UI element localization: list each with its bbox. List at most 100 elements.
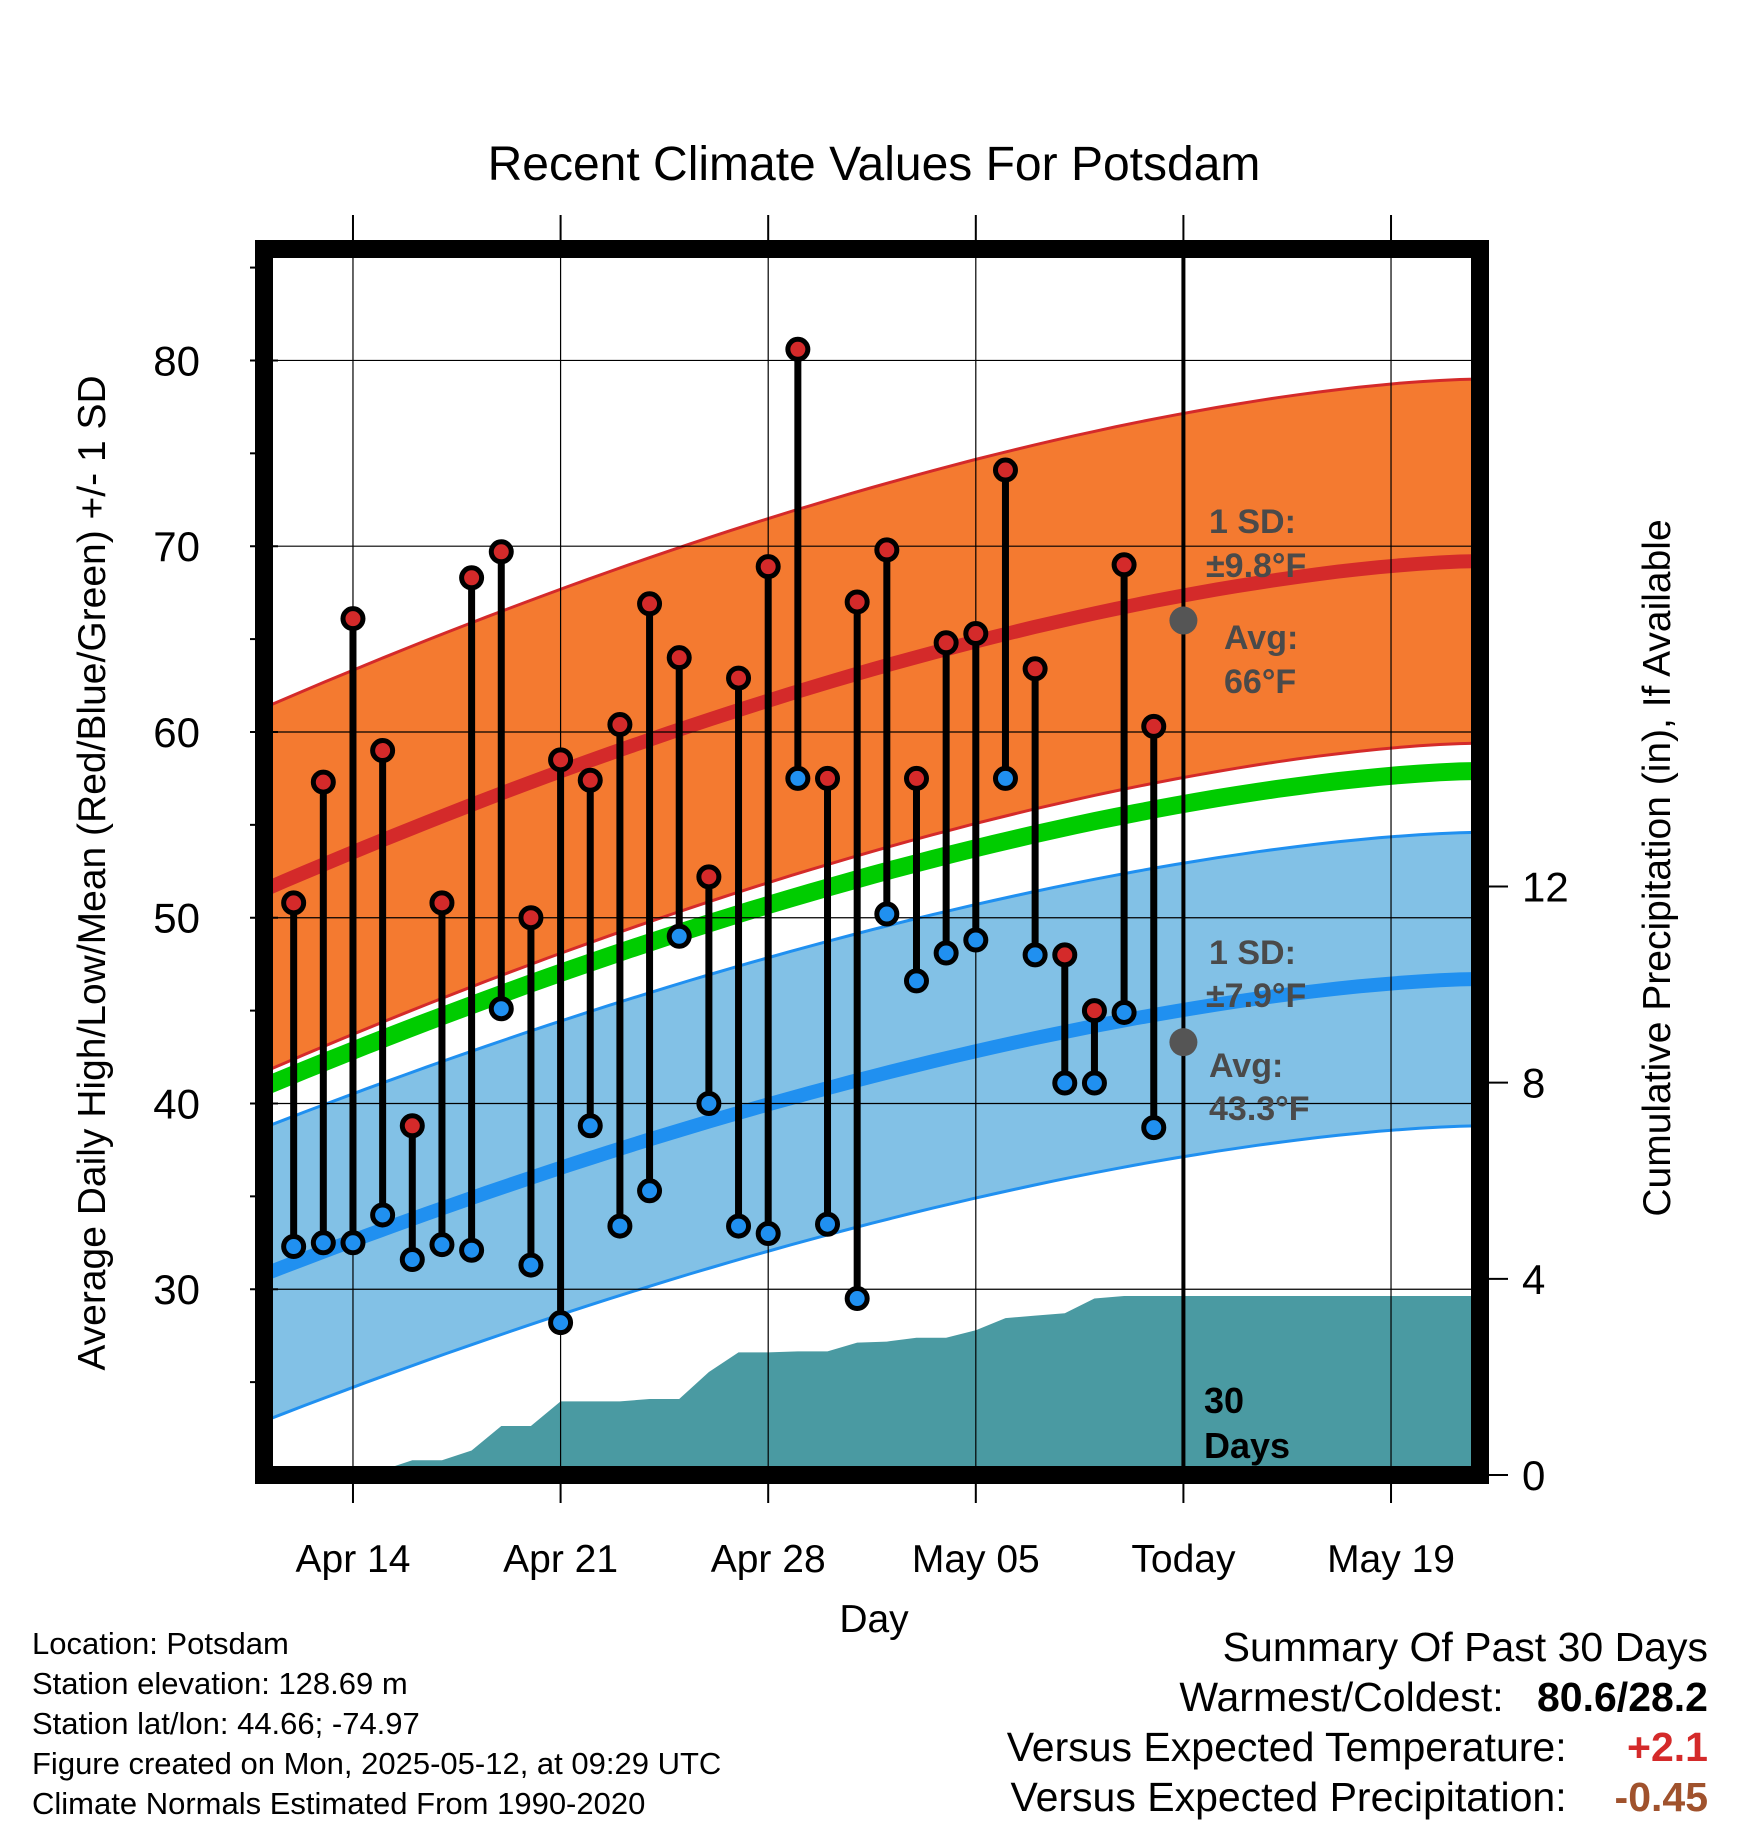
daily-low-point (666, 923, 692, 949)
daily-high-point (666, 645, 692, 671)
daily-high-point (1111, 552, 1137, 578)
daily-high-point (488, 539, 514, 565)
daily-high-point (755, 554, 781, 580)
x-tick-label: Today (1131, 1538, 1236, 1581)
daily-high-point (992, 457, 1018, 483)
daily-low-point (963, 927, 989, 953)
low-avg-label: Avg: (1209, 1047, 1283, 1085)
daily-high-point (726, 665, 752, 691)
summary-panel: Summary Of Past 30 Days Warmest/Coldest:… (1007, 1622, 1708, 1822)
summary-precip: Versus Expected Precipitation: -0.45 (1007, 1772, 1709, 1822)
daily-low-point (1022, 942, 1048, 968)
daily-low-point (370, 1202, 396, 1228)
daily-high-point (281, 890, 307, 916)
temp-diff-value: +2.1 (1627, 1724, 1708, 1770)
location-text: Location: Potsdam (32, 1626, 289, 1661)
chart-title: Recent Climate Values For Potsdam (488, 138, 1261, 191)
daily-high-point (459, 565, 485, 591)
plot-area: 1 SD: ±9.8°F Avg: 66°F 1 SD: ±7.9°F Avg: 43.3°F… (264, 249, 1480, 1475)
temp-diff-label: Versus Expected Temperature: (1006, 1724, 1567, 1770)
daily-low-point (726, 1213, 752, 1239)
precip-area (353, 1296, 1480, 1475)
daily-high-point (933, 630, 959, 656)
low-avg-value: 43.3°F (1209, 1090, 1310, 1128)
daily-low-point (459, 1237, 485, 1263)
daily-high-point (548, 747, 574, 773)
daily-low-point (1111, 999, 1137, 1025)
y-right-tick-label: 4 (1522, 1256, 1545, 1303)
y-left-tick-label: 30 (153, 1266, 200, 1313)
daily-high-point (903, 765, 929, 791)
daily-low-point (1081, 1070, 1107, 1096)
daily-low-point (933, 940, 959, 966)
daily-high-point (607, 712, 633, 738)
high-sd-value: ±9.8°F (1206, 547, 1306, 585)
x-tick-label: Apr 14 (296, 1538, 411, 1581)
high-sd-band (264, 379, 1480, 1072)
y-left-tick-label: 80 (153, 337, 200, 384)
daily-low-point (518, 1252, 544, 1278)
daily-high-point (696, 864, 722, 890)
y-right-tick-label: 0 (1522, 1452, 1545, 1499)
daily-low-point (785, 765, 811, 791)
plot-frame (255, 240, 1489, 1484)
y-left-tick-label: 60 (153, 709, 200, 756)
daily-high-point (370, 738, 396, 764)
daily-high-point (310, 769, 336, 795)
daily-low-point (874, 901, 900, 927)
summary-warm-cold: Warmest/Coldest: 80.6/28.2 (1007, 1672, 1708, 1722)
daily-low-point (548, 1310, 574, 1336)
precip-diff-value: -0.45 (1614, 1774, 1708, 1820)
daily-low-point (696, 1090, 722, 1116)
daily-low-point (399, 1247, 425, 1273)
daily-high-point (1141, 713, 1167, 739)
daily-high-point (518, 905, 544, 931)
y-left-tick-label: 40 (153, 1080, 200, 1127)
today-normal-high-marker (1169, 606, 1198, 635)
low-lower-sd-line (264, 1124, 1480, 1423)
daily-low-point (281, 1234, 307, 1260)
daily-low-point (992, 765, 1018, 791)
daily-low-point (577, 1113, 603, 1139)
summary-title: Summary Of Past 30 Days (1222, 1624, 1708, 1670)
daily-low-point (429, 1232, 455, 1258)
y-left-tick-label: 70 (153, 523, 200, 570)
daily-low-point (755, 1221, 781, 1247)
daily-high-point (844, 589, 870, 615)
summary-temp: Versus Expected Temperature: +2.1 (1007, 1722, 1708, 1772)
high-lower-sd-line (264, 741, 1480, 1074)
normal-high-line (264, 554, 1480, 897)
y-axis-label-left: Average Daily High/Low/Mean (Red/Blue/Gr… (71, 375, 114, 1370)
x-tick-label: Apr 21 (503, 1538, 618, 1581)
x-tick-label: May 19 (1327, 1538, 1455, 1581)
daily-high-point (963, 621, 989, 647)
warm-cold-label: Warmest/Coldest: (1179, 1674, 1504, 1720)
daily-high-point (1052, 942, 1078, 968)
days-unit-label: Days (1204, 1425, 1290, 1466)
daily-high-point (785, 336, 811, 362)
high-sd-label: 1 SD: (1209, 503, 1296, 541)
low-sd-band (264, 832, 1480, 1422)
precip-diff-label: Versus Expected Precipitation: (1010, 1774, 1567, 1820)
created-text: Figure created on Mon, 2025-05-12, at 09… (32, 1746, 722, 1781)
x-tick-label: Apr 28 (711, 1538, 826, 1581)
normal-low-line (264, 972, 1480, 1281)
daily-high-point (637, 591, 663, 617)
high-avg-label: Avg: (1224, 619, 1298, 657)
days-count-label: 30 (1204, 1380, 1244, 1421)
daily-high-point (340, 606, 366, 632)
elevation-text: Station elevation: 128.69 m (32, 1666, 408, 1701)
daily-low-point (607, 1213, 633, 1239)
daily-low-point (844, 1286, 870, 1312)
daily-high-point (577, 767, 603, 793)
daily-high-point (815, 765, 841, 791)
daily-low-point (1052, 1070, 1078, 1096)
station-info: Location: Potsdam Station elevation: 128… (32, 1624, 721, 1824)
daily-low-point (903, 968, 929, 994)
daily-low-point (637, 1178, 663, 1204)
plot-content: 1 SD: ±9.8°F Avg: 66°F 1 SD: ±7.9°F Avg: 43.3°F… (264, 249, 1480, 1475)
y-right-tick-label: 8 (1522, 1060, 1545, 1107)
daily-high-point (429, 890, 455, 916)
high-upper-sd-line (264, 377, 1480, 710)
